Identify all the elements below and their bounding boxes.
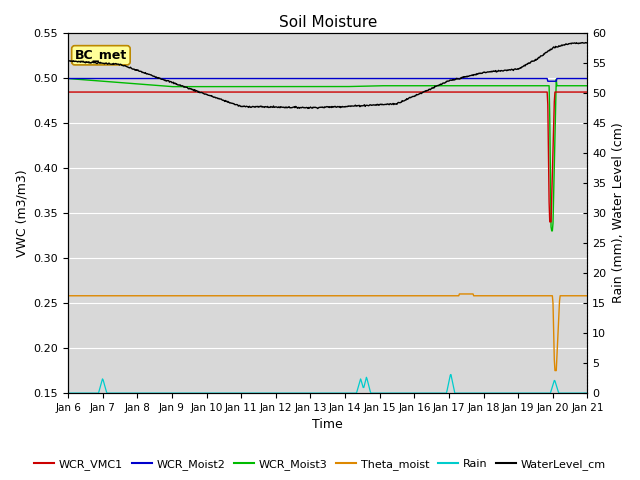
Title: Soil Moisture: Soil Moisture [278,15,377,30]
Text: BC_met: BC_met [75,49,127,62]
Y-axis label: Rain (mm), Water Level (cm): Rain (mm), Water Level (cm) [612,122,625,303]
Legend: WCR_VMC1, WCR_Moist2, WCR_Moist3, Theta_moist, Rain, WaterLevel_cm: WCR_VMC1, WCR_Moist2, WCR_Moist3, Theta_… [30,455,610,474]
Y-axis label: VWC (m3/m3): VWC (m3/m3) [15,169,28,257]
X-axis label: Time: Time [312,419,343,432]
